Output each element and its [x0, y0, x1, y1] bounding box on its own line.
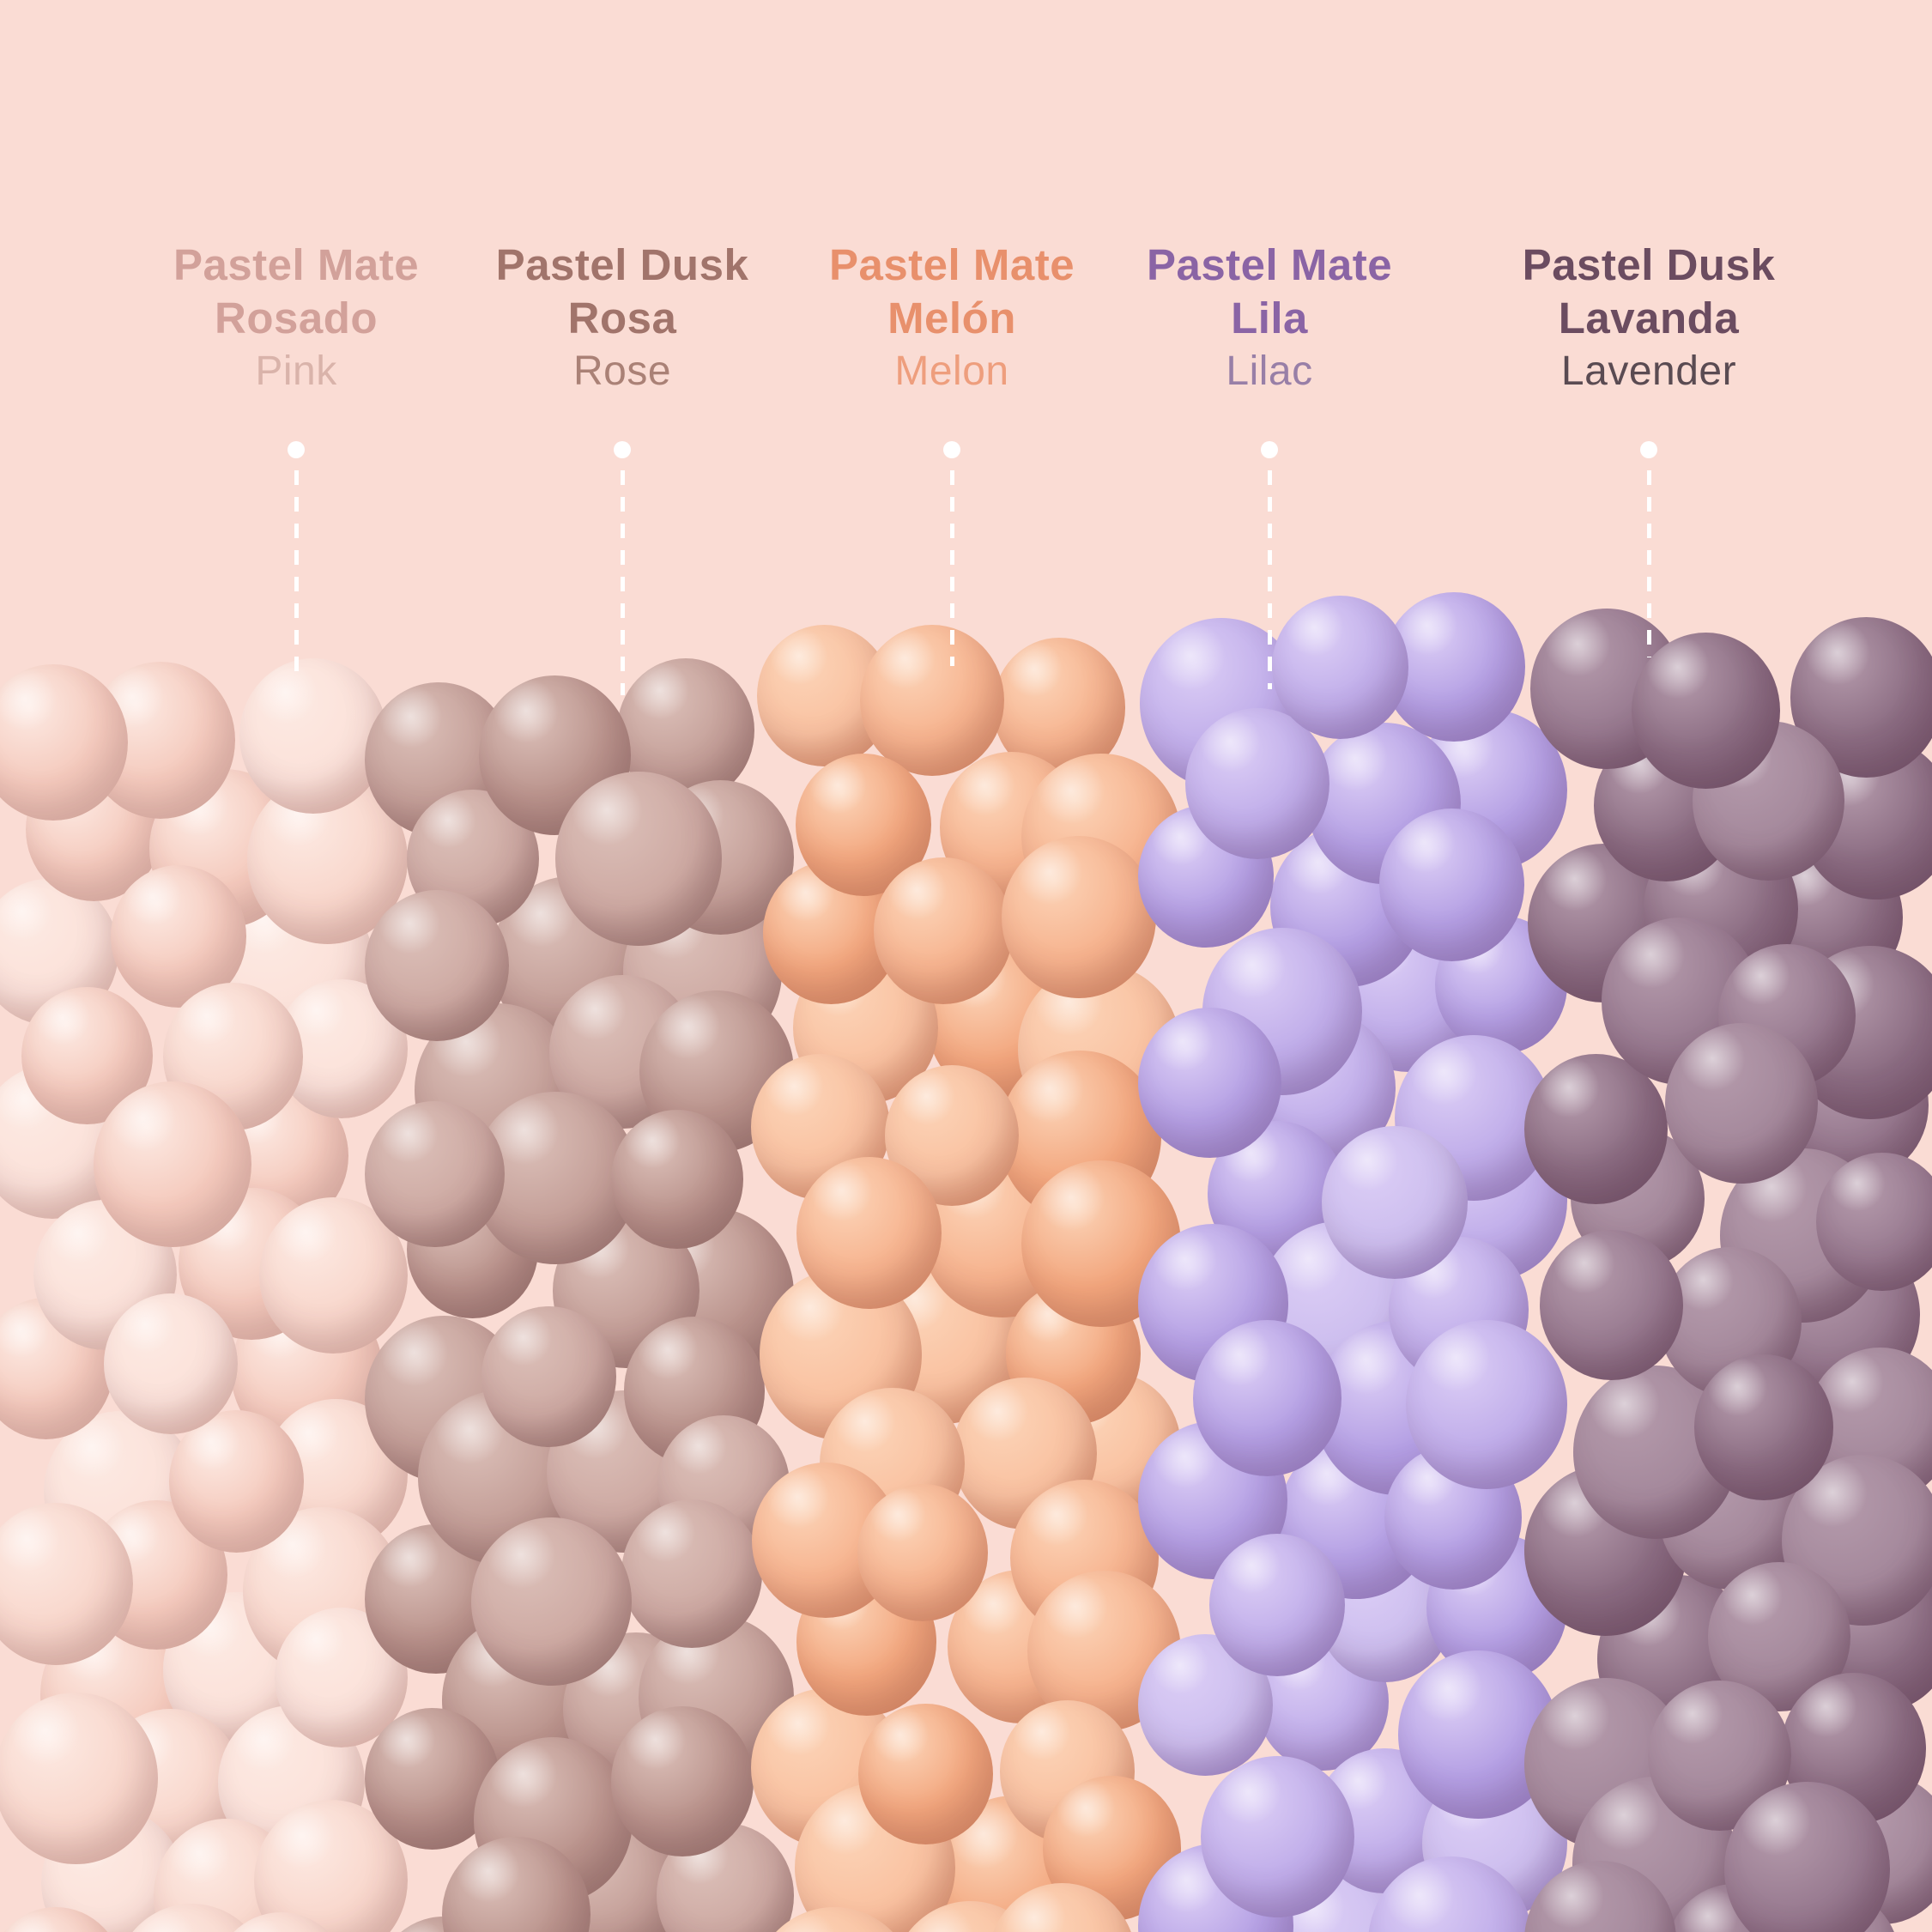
balloon [0, 1503, 133, 1665]
balloon [1723, 1782, 1890, 1932]
balloon [1664, 1022, 1818, 1184]
balloon [365, 1100, 505, 1248]
balloon [1208, 1534, 1345, 1677]
balloon [873, 857, 1014, 1004]
balloon-column-pink [0, 0, 409, 1932]
balloon [1322, 1126, 1468, 1279]
balloon [365, 889, 509, 1041]
balloon [1272, 596, 1408, 739]
balloon [857, 1484, 989, 1621]
balloon [621, 1499, 763, 1649]
balloon [796, 1157, 942, 1310]
balloon [1539, 1229, 1684, 1381]
balloon [1185, 708, 1329, 860]
balloon [1405, 1319, 1567, 1489]
balloon-column-melon [751, 0, 1181, 1932]
balloon [859, 624, 1004, 776]
balloon [1693, 1354, 1834, 1500]
balloon [470, 1517, 632, 1686]
balloon [481, 1305, 616, 1448]
balloon-column-lilac [1137, 0, 1567, 1932]
balloon [611, 1706, 754, 1856]
balloon [1192, 1320, 1342, 1477]
balloon [555, 772, 722, 946]
balloon [610, 1109, 744, 1249]
balloon [1137, 1007, 1281, 1159]
balloon-column-rose [365, 0, 795, 1932]
balloon [94, 1081, 252, 1248]
balloon-column-lavender [1523, 0, 1932, 1932]
balloon [1379, 809, 1525, 961]
balloon [103, 1293, 238, 1435]
balloon [858, 1703, 993, 1845]
balloon [239, 657, 388, 814]
balloon [1002, 835, 1157, 998]
balloon [0, 1693, 158, 1865]
balloon [1815, 1152, 1932, 1292]
balloon [0, 664, 128, 821]
balloon [168, 1409, 305, 1553]
balloon [1631, 633, 1780, 789]
balloon [1523, 1053, 1668, 1204]
balloon [1200, 1755, 1355, 1917]
